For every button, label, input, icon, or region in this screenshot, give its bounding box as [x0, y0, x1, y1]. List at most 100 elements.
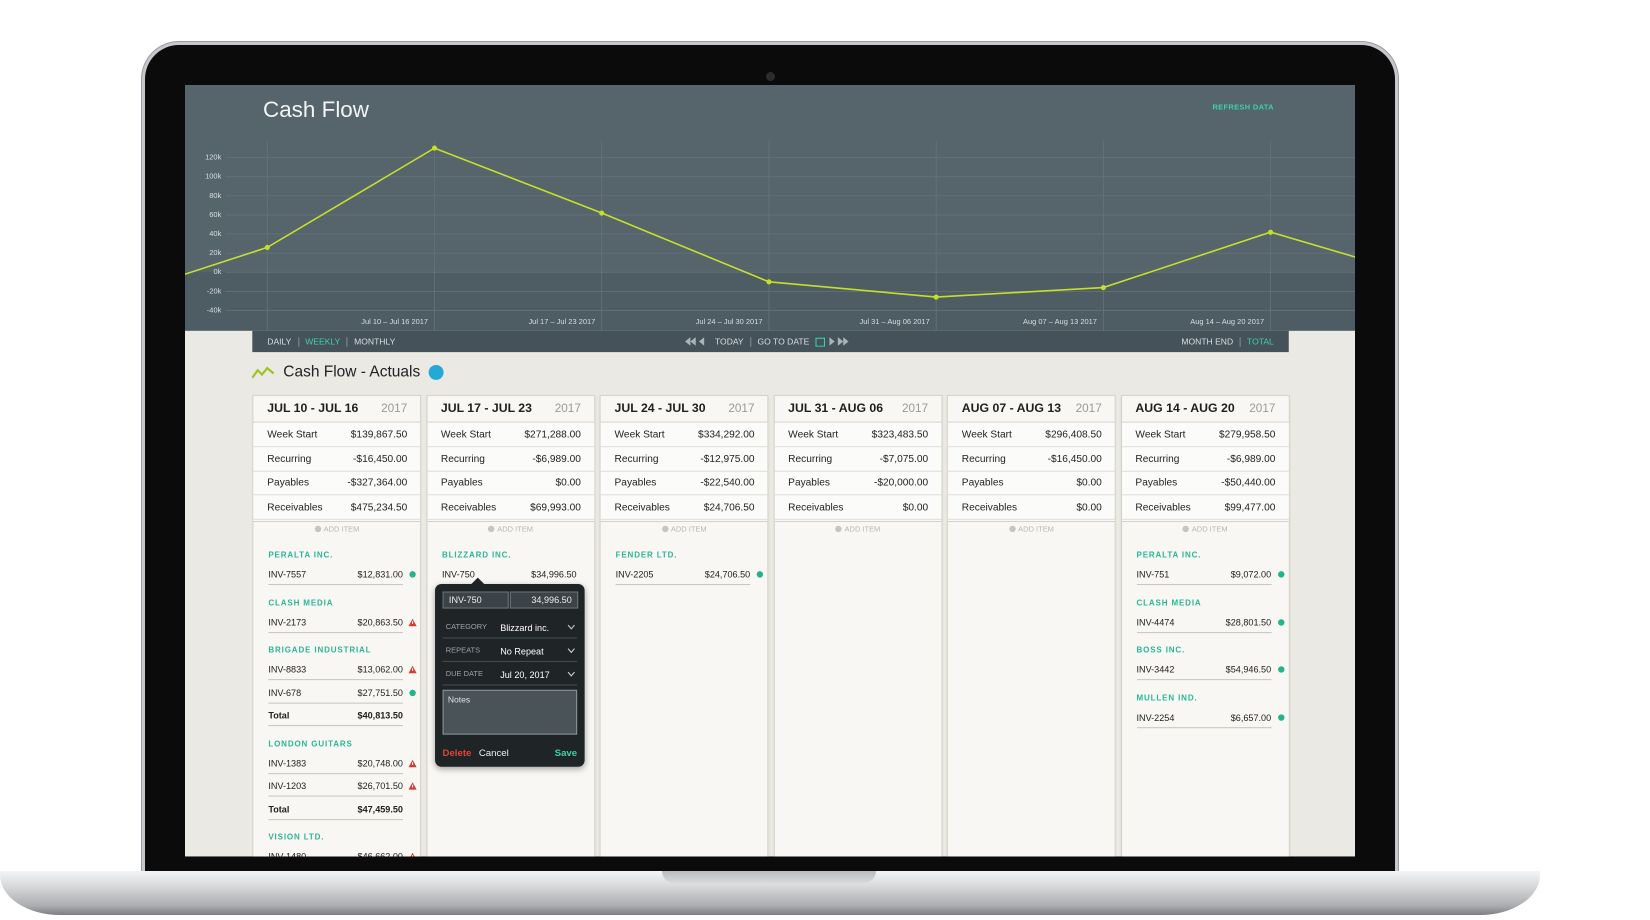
y-tick-label: 60k: [209, 210, 221, 219]
add-circle: [488, 525, 495, 533]
nav-option[interactable]: TODAY: [714, 336, 744, 347]
y-tick-label: 100k: [205, 172, 221, 181]
summary-value: -$327,364.00: [347, 477, 408, 489]
page-title: Cash Flow: [263, 97, 369, 123]
invoice-amount: $6,657.00: [1230, 711, 1272, 723]
company-name: CLASH MEDIA: [1136, 597, 1202, 607]
week-range: AUG 07 - AUG 13: [961, 402, 1062, 416]
add-item-label: ADD ITEM: [1018, 526, 1054, 534]
dot: [409, 571, 416, 578]
x-tick-label: Jul 17 – Jul 23 2017: [528, 317, 595, 326]
week-year: 2017: [901, 402, 929, 416]
summary-label: Week Start: [1135, 429, 1186, 441]
field-value: Jul 20, 2017: [500, 669, 550, 681]
summary-label: Week Start: [267, 429, 318, 441]
week-year: 2017: [381, 402, 408, 416]
status-warning: [408, 665, 417, 674]
invoice-row: INV-751 $9,072.00: [1136, 563, 1272, 586]
invoice-number: INV-7557: [268, 569, 307, 580]
company-name: BOSS INC.: [1136, 644, 1186, 655]
summary: Week Start $139,867.50 Recurring -$16,450.0…: [253, 422, 421, 523]
section-icon: [251, 366, 275, 379]
summary-row: Payables $0.00: [947, 471, 1115, 496]
section-badge: [428, 364, 444, 380]
refresh-button[interactable]: REFRESH DATA: [1212, 104, 1274, 112]
arrow: [698, 337, 705, 346]
summary-label: Receivables: [788, 501, 844, 513]
chevron-line: [567, 624, 575, 630]
summary-label: Receivables: [440, 501, 497, 513]
y-tick-label: 20k: [209, 248, 221, 257]
nav-arrows[interactable]: [685, 337, 705, 346]
company-name: LONDON GUITARS: [268, 738, 353, 749]
column-header: AUG 07 - AUG 13 2017: [947, 396, 1115, 423]
invoice-popup: INV-750 34,996.50 CATEGORY Blizzard inc. REP…: [435, 577, 585, 767]
total-option[interactable]: MONTH END: [1181, 336, 1234, 347]
view-option[interactable]: DAILY: [267, 336, 292, 347]
summary-value: $475,234.50: [350, 501, 408, 513]
delete-button[interactable]: Delete: [442, 747, 472, 759]
company-name: MULLEN IND.: [1136, 692, 1198, 703]
field-value: No Repeat: [500, 645, 544, 657]
summary-row: Week Start $271,288.00: [427, 423, 594, 448]
add-item[interactable]: ADD ITEM: [601, 525, 768, 534]
summary-label: Week Start: [961, 429, 1012, 441]
summary-row: Week Start $334,292.00: [600, 423, 768, 448]
invoice-row: INV-678 $27,751.50: [268, 681, 403, 704]
status-paid: [1277, 666, 1284, 673]
cancel-button[interactable]: Cancel: [478, 747, 509, 759]
summary-label: Recurring: [961, 453, 1006, 465]
chevron-line: [567, 671, 575, 677]
week-range: JUL 31 - AUG 06: [788, 402, 884, 416]
y-tick-label: -40k: [207, 305, 222, 314]
summary-label: Recurring: [788, 453, 833, 465]
invoice-number: INV-678: [268, 687, 302, 698]
invoice-amount: $24,706.50: [704, 569, 751, 580]
nav-arrows[interactable]: [829, 337, 849, 346]
company-name: BRIGADE INDUSTRIAL: [268, 644, 372, 655]
total-row: Total $40,813.50: [268, 704, 403, 727]
popup-field[interactable]: DUE DATE Jul 20, 2017: [442, 663, 578, 686]
data-point: [264, 244, 270, 250]
calendar-icon[interactable]: [815, 337, 826, 347]
week-range: AUG 14 - AUG 20: [1135, 402, 1235, 416]
summary-row: Payables -$327,364.00: [253, 471, 421, 496]
summary-label: Recurring: [440, 453, 485, 465]
mark: [412, 668, 414, 671]
y-tick-label: 40k: [209, 229, 221, 238]
summary-row: Payables -$22,540.00: [600, 471, 768, 496]
nav-option[interactable]: GO TO DATE: [750, 336, 816, 347]
total-label: Total: [268, 803, 290, 815]
summary-row: Receivables $475,234.50: [253, 495, 421, 520]
invoice-input[interactable]: INV-750: [442, 591, 509, 609]
amount-input[interactable]: 34,996.50: [509, 591, 579, 609]
company-name: CLASH MEDIA: [268, 597, 334, 607]
summary-row: Week Start $139,867.50: [253, 423, 421, 448]
popup-field[interactable]: CATEGORY Blizzard inc.: [442, 616, 578, 639]
view-option[interactable]: MONTHLY: [346, 336, 402, 347]
chevron: [567, 624, 575, 630]
invoice-number: INV-1383: [268, 757, 307, 769]
total-option[interactable]: TOTAL: [1239, 336, 1281, 347]
add-item[interactable]: ADD ITEM: [427, 525, 594, 534]
add-item[interactable]: ADD ITEM: [1122, 525, 1289, 534]
y-tick-label: -20k: [207, 286, 222, 295]
invoice-row: INV-2254 $6,657.00: [1136, 705, 1272, 728]
notes-input[interactable]: Notes: [442, 689, 578, 735]
add-item[interactable]: ADD ITEM: [948, 525, 1115, 534]
add-item[interactable]: ADD ITEM: [774, 525, 941, 534]
status-warning: [408, 618, 417, 626]
summary-row: Recurring -$12,975.00: [600, 447, 768, 472]
summary-value: -$7,075.00: [879, 453, 929, 465]
summary: Week Start $271,288.00 Recurring -$6,989.00…: [427, 422, 594, 523]
add-item[interactable]: ADD ITEM: [253, 525, 420, 534]
week-column: JUL 10 - JUL 16 2017 Week Start $139,867.50…: [252, 394, 422, 857]
save-button[interactable]: Save: [554, 747, 578, 759]
view-option[interactable]: WEEKLY: [297, 336, 347, 347]
data-point: [1100, 284, 1106, 291]
x-tick-label: Jul 24 – Jul 30 2017: [696, 317, 763, 326]
popup-field[interactable]: REPEATS No Repeat: [442, 640, 578, 662]
column-header: AUG 14 - AUG 20 2017: [1121, 396, 1289, 423]
summary-row: Payables -$20,000.00: [774, 471, 941, 496]
summary: Week Start $279,958.50 Recurring -$6,989.00…: [1121, 422, 1289, 523]
